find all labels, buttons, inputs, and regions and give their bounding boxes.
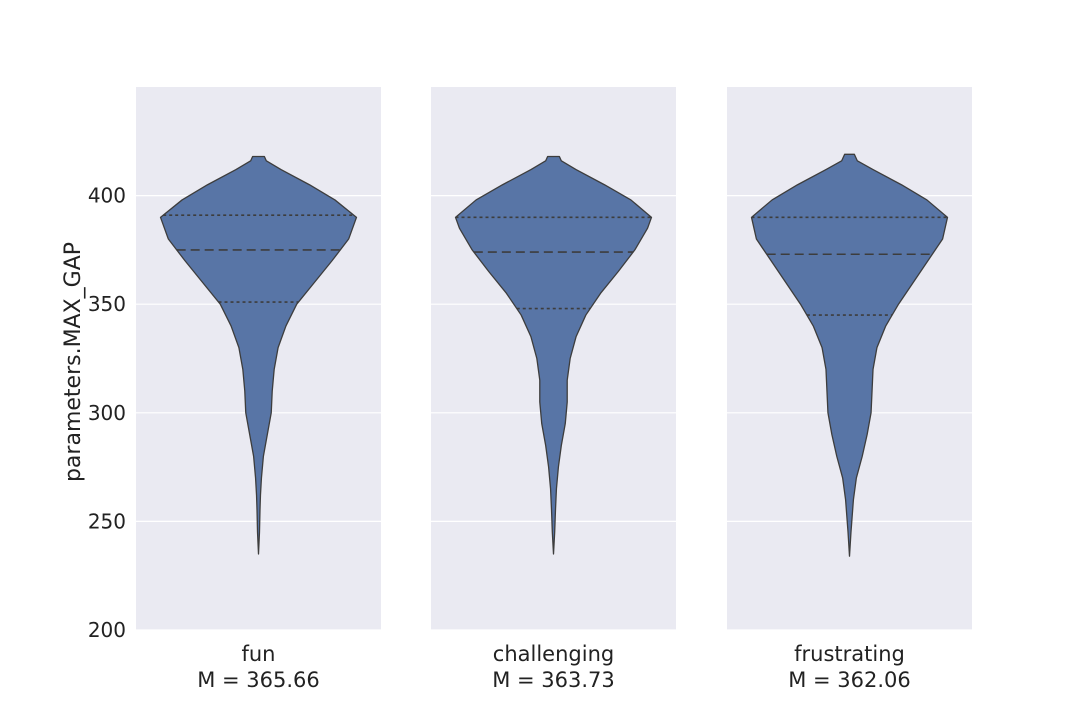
y-axis-label: parameters.MAX_GAP <box>61 242 86 482</box>
mean-label: M = 362.06 <box>788 668 911 692</box>
violin-challenging <box>454 155 653 555</box>
panels-layer <box>136 87 972 631</box>
category-label: fun <box>241 642 275 666</box>
category-label: challenging <box>493 642 614 666</box>
panel-challenging <box>431 87 676 631</box>
mean-label: M = 363.73 <box>492 668 615 692</box>
y-axis-ticks: 200 250 300 350 400 <box>88 184 126 642</box>
panel-fun <box>136 87 381 631</box>
panel-frustrating <box>727 87 972 631</box>
category-label: frustrating <box>794 642 905 666</box>
y-tick-label: 400 <box>88 184 126 208</box>
violin-fun <box>159 155 358 555</box>
y-tick-label: 350 <box>88 292 126 316</box>
y-tick-label: 250 <box>88 509 126 533</box>
mean-label: M = 365.66 <box>197 668 320 692</box>
y-tick-label: 200 <box>88 618 126 642</box>
y-tick-label: 300 <box>88 401 126 425</box>
